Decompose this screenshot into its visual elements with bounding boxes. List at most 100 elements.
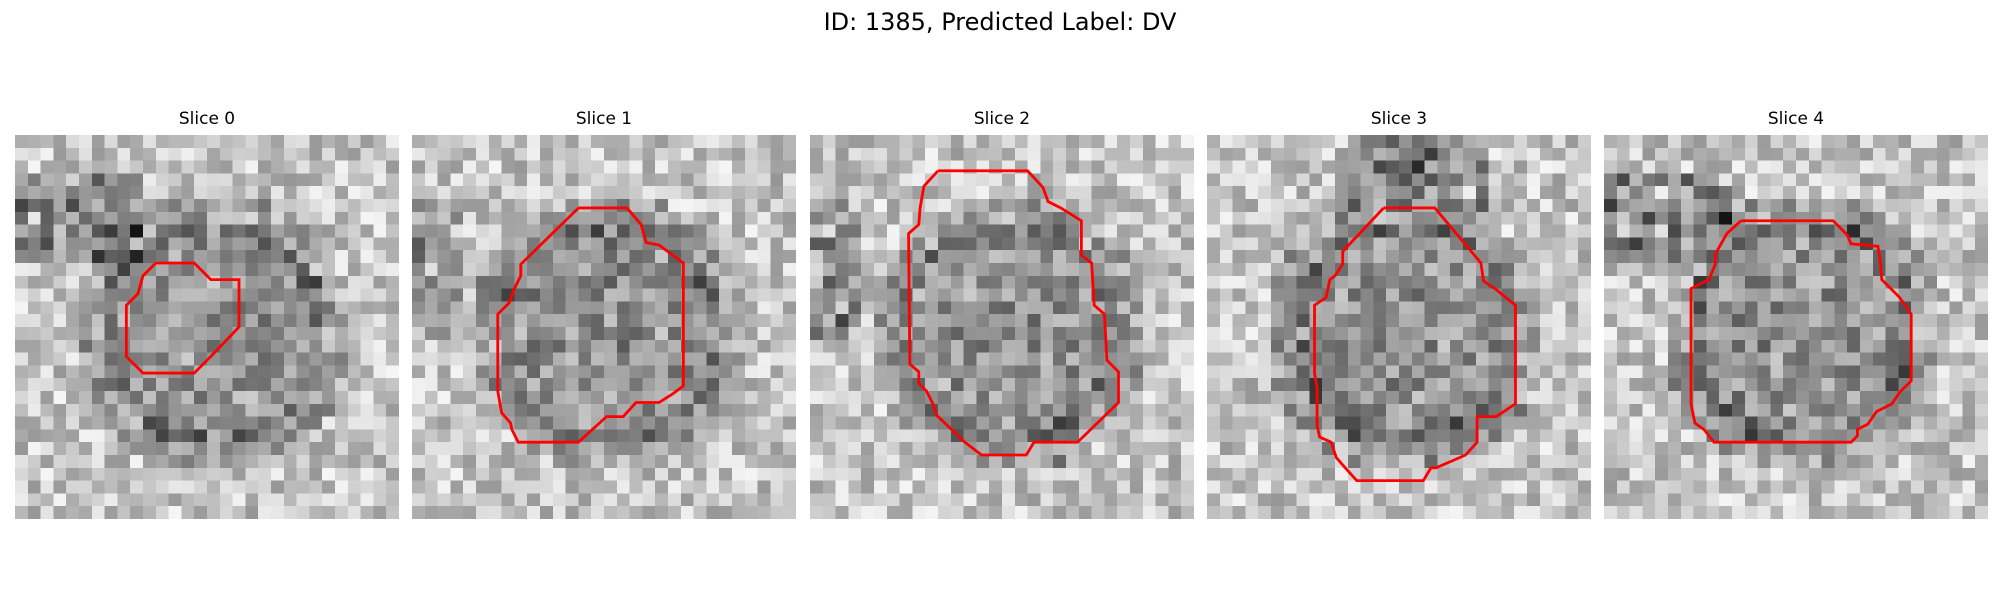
pixel (938, 275, 952, 289)
pixel (1027, 314, 1041, 328)
pixel (1693, 429, 1707, 443)
pixel (91, 391, 105, 405)
pixel (181, 199, 195, 213)
pixel (1040, 301, 1054, 315)
pixel (1770, 224, 1784, 238)
pixel (476, 224, 490, 238)
pixel (1245, 211, 1259, 225)
pixel (1719, 429, 1733, 443)
pixel (693, 160, 707, 174)
pixel (1821, 378, 1835, 392)
pixel (989, 237, 1003, 251)
pixel (181, 160, 195, 174)
pixel (1514, 352, 1528, 366)
pixel (1181, 173, 1194, 187)
pixel (1860, 314, 1874, 328)
pixel (886, 378, 900, 392)
pixel (360, 480, 374, 494)
pixel (347, 237, 361, 251)
pixel (1501, 275, 1515, 289)
pixel (1808, 442, 1822, 456)
pixel (1872, 480, 1886, 494)
pixel (1335, 480, 1349, 494)
pixel (719, 467, 733, 481)
pixel (1181, 339, 1194, 353)
pixel (40, 263, 54, 277)
pixel (53, 352, 67, 366)
pixel (950, 467, 964, 481)
pixel (1373, 403, 1387, 417)
pixel (1475, 275, 1489, 289)
pixel (1475, 391, 1489, 405)
pixel (578, 506, 592, 519)
pixel (783, 416, 796, 430)
pixel (861, 429, 875, 443)
pixel (1924, 288, 1938, 302)
pixel (1424, 480, 1438, 494)
pixel (1027, 250, 1041, 264)
pixel (1360, 352, 1374, 366)
pixel (706, 429, 720, 443)
pixel (822, 224, 836, 238)
pixel (693, 455, 707, 469)
pixel (1424, 186, 1438, 200)
pixel (1924, 237, 1938, 251)
pixel (1604, 211, 1618, 225)
pixel (552, 263, 566, 277)
pixel (719, 199, 733, 213)
pixel (810, 339, 824, 353)
pixel (232, 391, 246, 405)
pixel (335, 199, 349, 213)
pixel (861, 135, 875, 149)
pixel (1104, 480, 1118, 494)
pixel (770, 250, 784, 264)
pixel (1744, 160, 1758, 174)
pixel (1040, 365, 1054, 379)
pixel (925, 288, 939, 302)
pixel (1296, 186, 1310, 200)
pixel (1117, 288, 1131, 302)
pixel (810, 173, 824, 187)
pixel (373, 263, 387, 277)
pixel (1296, 211, 1310, 225)
pixel (143, 403, 157, 417)
pixel (848, 455, 862, 469)
pixel (424, 365, 438, 379)
pixel (1885, 173, 1899, 187)
pixel (925, 160, 939, 174)
pixel (835, 480, 849, 494)
pixel (1860, 429, 1874, 443)
pixel (271, 211, 285, 225)
pixel (501, 173, 515, 187)
pixel (1629, 480, 1643, 494)
pixel (1245, 237, 1259, 251)
pixel (1539, 506, 1553, 519)
pixel (1872, 442, 1886, 456)
pixel (591, 352, 605, 366)
pixel (1668, 263, 1682, 277)
pixel (91, 442, 105, 456)
pixel (1668, 339, 1682, 353)
pixel (693, 135, 707, 149)
pixel (1642, 480, 1656, 494)
pixel (874, 429, 888, 443)
pixel (1539, 250, 1553, 264)
pixel (1245, 250, 1259, 264)
pixel (245, 147, 259, 161)
pixel (1283, 275, 1297, 289)
pixel (552, 275, 566, 289)
pixel (757, 275, 771, 289)
pixel (1027, 455, 1041, 469)
pixel (27, 211, 41, 225)
segmentation-outline (496, 206, 685, 444)
pixel (1322, 314, 1336, 328)
pixel (117, 455, 131, 469)
pixel (1155, 173, 1169, 187)
pixel (950, 442, 964, 456)
pixel (1924, 314, 1938, 328)
pixel (1501, 199, 1515, 213)
pixel (501, 211, 515, 225)
pixel (219, 506, 233, 519)
pixel (989, 314, 1003, 328)
pixel (1924, 339, 1938, 353)
